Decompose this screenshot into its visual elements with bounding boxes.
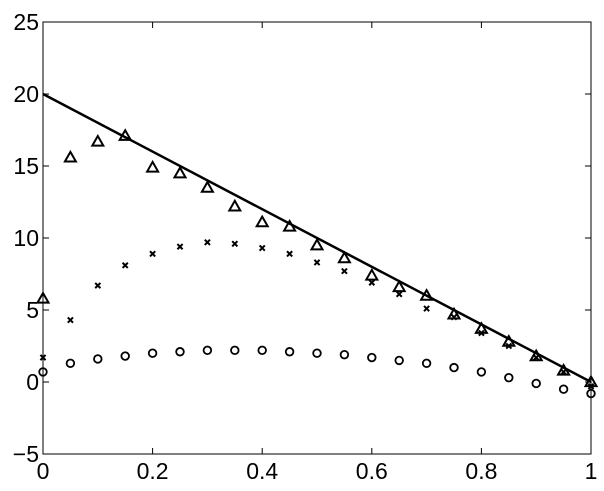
- circle-point: [367, 352, 377, 363]
- x-point: [39, 354, 47, 361]
- triangle-point: [200, 180, 215, 193]
- circle-point: [175, 347, 185, 357]
- triangle-point: [282, 218, 297, 232]
- triangle-point: [337, 250, 352, 264]
- x-point: [423, 305, 430, 312]
- triangle-point: [364, 267, 380, 281]
- x-axis: 0 0.2 0.4 0.6 0.8 1: [37, 22, 598, 484]
- circle-point: [257, 345, 267, 356]
- triangle-point: [172, 165, 188, 179]
- x-point: [67, 316, 74, 324]
- circle-point: [93, 354, 103, 364]
- x-point: [587, 383, 595, 390]
- y-tick-label: 5: [26, 297, 39, 323]
- circle-point: [120, 351, 130, 361]
- triangle-point: [35, 290, 51, 304]
- x-tick-label: 1: [585, 458, 598, 484]
- x-point: [94, 282, 102, 289]
- x-point: [231, 240, 239, 248]
- series-circle: [38, 345, 596, 399]
- x-point: [121, 262, 129, 269]
- circle-point: [147, 348, 158, 358]
- x-point: [450, 313, 458, 321]
- x-point: [313, 259, 321, 266]
- circle-point: [558, 384, 569, 394]
- triangle-point: [145, 159, 160, 173]
- y-tick-label: 20: [13, 81, 39, 107]
- x-point: [532, 354, 540, 361]
- circle-point: [284, 347, 295, 357]
- circle-point: [531, 378, 541, 389]
- circle-point: [202, 345, 213, 356]
- triangle-point: [90, 134, 106, 147]
- triangle-point: [391, 279, 407, 293]
- x-tick-label: 0.8: [465, 458, 497, 484]
- x-point: [478, 329, 485, 337]
- y-tick-label: 0: [26, 369, 39, 395]
- x-tick-label: 0.2: [137, 458, 169, 484]
- x-point: [368, 279, 376, 286]
- x-point: [176, 243, 184, 250]
- triangle-point: [117, 128, 133, 141]
- circle-point: [476, 367, 487, 377]
- circle-point: [38, 367, 48, 377]
- y-tick-label: −5: [13, 441, 39, 467]
- triangle-point: [63, 149, 78, 163]
- triangle-point: [419, 288, 434, 301]
- x-point: [204, 239, 211, 246]
- x-tick-label: 0.4: [246, 458, 278, 484]
- y-axis: −5 0 5 10 15 20 25: [13, 9, 591, 467]
- x-tick-label: 0: [37, 458, 50, 484]
- circle-point: [312, 348, 322, 358]
- circle-point: [394, 355, 404, 366]
- y-tick-label: 25: [13, 9, 39, 35]
- x-point: [395, 290, 403, 298]
- triangle-point: [227, 198, 243, 212]
- x-point: [149, 250, 156, 258]
- x-point: [560, 368, 567, 376]
- series-x: [39, 239, 595, 390]
- circle-point: [421, 358, 432, 368]
- circle-point: [504, 372, 514, 383]
- y-tick-label: 10: [13, 225, 39, 251]
- series-layer: [35, 92, 599, 399]
- triangle-point: [309, 237, 325, 251]
- triangle-point: [254, 214, 270, 228]
- circle-point: [230, 345, 240, 356]
- x-point: [258, 244, 266, 252]
- circle-point: [339, 349, 350, 360]
- circle-point: [65, 358, 76, 368]
- circle-point: [586, 388, 596, 399]
- circle-point: [449, 362, 459, 373]
- x-point: [505, 342, 513, 350]
- x-point: [286, 250, 293, 258]
- x-point: [341, 267, 348, 275]
- x-tick-label: 0.6: [356, 458, 388, 484]
- y-tick-label: 15: [13, 153, 39, 179]
